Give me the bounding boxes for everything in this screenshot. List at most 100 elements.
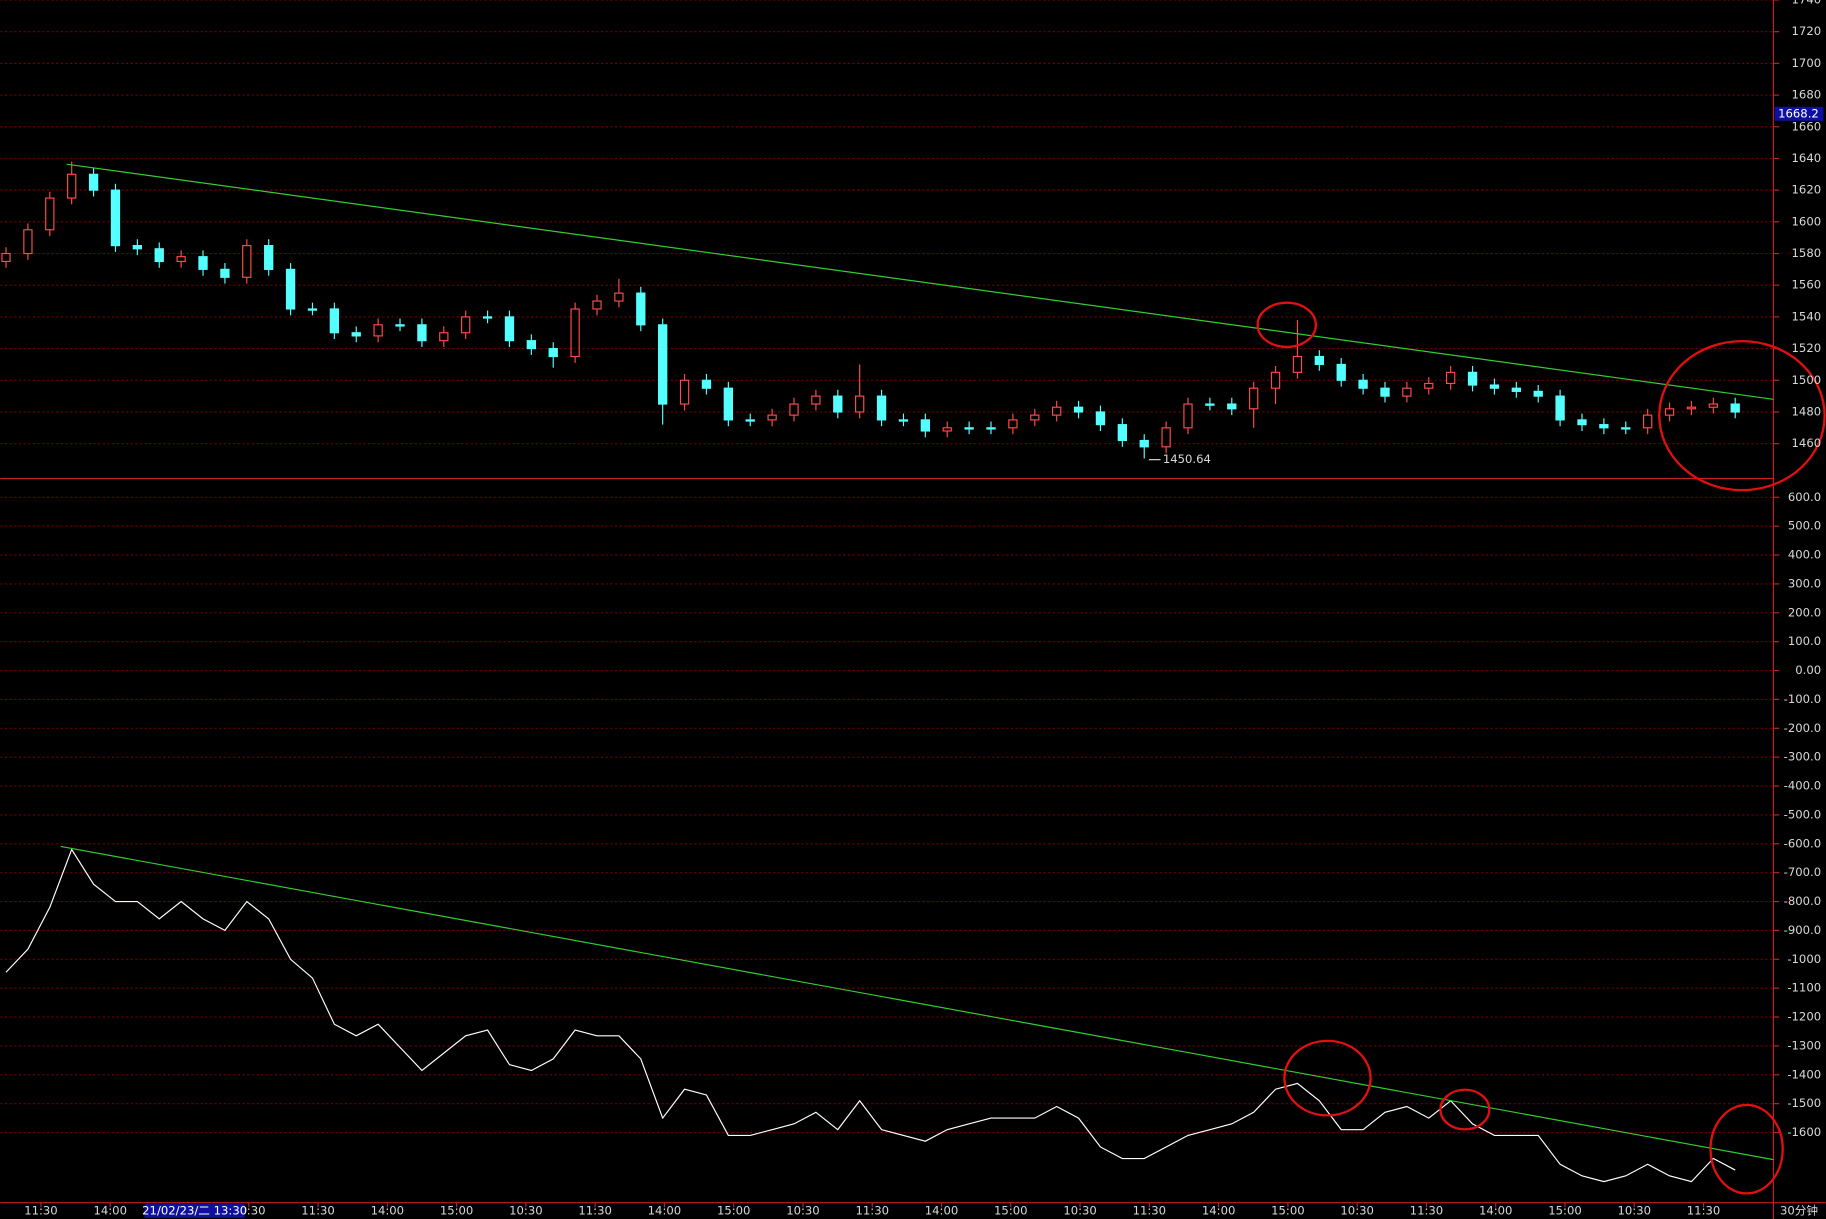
candle-body [898, 419, 909, 422]
candle-body [285, 268, 296, 310]
x-tick-label: 15:00 [1271, 1203, 1305, 1217]
candle-body [789, 403, 799, 416]
candle-body [548, 348, 558, 358]
x-tick-label: 14:00 [93, 1203, 127, 1217]
labels: 1460 1480 1500 1520 1540 1560 1580 1600 1620 1640… [24, 0, 1824, 1218]
y-tick-label: 1560 [1792, 278, 1822, 292]
candle-body [592, 300, 602, 310]
candle-body [767, 414, 777, 421]
y-tick-label: 1740 [1792, 0, 1822, 6]
x-tick-label: 10:30 [786, 1203, 820, 1217]
y-tick-label: 1680 [1792, 88, 1822, 102]
y-tick-label: 300.0 [1788, 576, 1821, 590]
candle-body [198, 256, 208, 270]
y-tick-label: -1200 [1787, 1010, 1821, 1024]
y-tick-label: -300.0 [1784, 750, 1821, 764]
candle-body [1380, 387, 1390, 397]
candle-body [1467, 371, 1478, 386]
y-tick-label: 1620 [1792, 183, 1822, 197]
y-tick-label: -500.0 [1784, 807, 1821, 821]
x-tick-label: 15:00 [1548, 1203, 1582, 1217]
candle-body [986, 427, 996, 430]
cursor-time: 21/02/23/二 13:30 [142, 1203, 247, 1217]
candle-body [1292, 355, 1303, 373]
candle-body [1336, 363, 1346, 381]
y-tick-label: 1480 [1792, 404, 1822, 418]
candle-body [482, 316, 493, 319]
highlight-circles [1256, 301, 1826, 1195]
x-tick-label: 10:30 [1063, 1203, 1097, 1217]
candle-body [1, 252, 11, 263]
candle-body [1599, 424, 1609, 429]
x-tick-label: 14:00 [925, 1203, 959, 1217]
marks [1, 161, 1740, 1183]
candle-body [636, 292, 646, 326]
candle-body [45, 197, 55, 231]
x-tick-label: 11:30 [301, 1203, 335, 1217]
candle-body [1249, 387, 1259, 410]
candle-body [220, 268, 230, 278]
x-tick-label: 14:00 [648, 1203, 682, 1217]
circle [1709, 1103, 1784, 1195]
candle-body [1664, 408, 1675, 416]
y-tick-label: 400.0 [1788, 548, 1821, 562]
candle-body [811, 395, 821, 405]
candle-body [1358, 379, 1368, 389]
candle-body [701, 379, 712, 389]
candle-body [1424, 382, 1434, 389]
candle-body [307, 308, 318, 311]
period-label: 30分钟 [1780, 1203, 1818, 1217]
x-tick-label: 11:30 [1687, 1203, 1721, 1217]
candle-body [1686, 406, 1697, 410]
candle-body [1073, 406, 1084, 413]
y-tick-label: 500.0 [1788, 519, 1821, 533]
candle-body [942, 427, 952, 432]
candle-body [264, 245, 274, 270]
candle-body [176, 256, 186, 263]
candle-body [23, 229, 33, 255]
candle-body [1139, 439, 1149, 448]
candle-body [1030, 414, 1040, 421]
y-tick-label: -1500 [1787, 1096, 1821, 1110]
x-tick-label: 15:00 [994, 1203, 1028, 1217]
x-tick-label: 15:00 [440, 1203, 474, 1217]
y-tick-label: 1580 [1792, 246, 1822, 260]
candle-body [1402, 387, 1412, 397]
candle-body [1314, 355, 1324, 366]
cursor-label-box [1774, 106, 1824, 121]
x-tick-label: 14:00 [1479, 1203, 1513, 1217]
candle-body [855, 395, 865, 413]
y-tick-label: -400.0 [1784, 779, 1821, 793]
y-tick-label: 1460 [1792, 436, 1822, 450]
candle-body [329, 308, 340, 334]
candle-body [1446, 371, 1456, 385]
candle-body [833, 395, 843, 413]
y-tick-label: -1100 [1787, 981, 1821, 995]
y-tick-label: -1600 [1787, 1125, 1821, 1139]
cursor-label: 1668.2 [1778, 106, 1819, 120]
trendline [60, 845, 1774, 1161]
candle-body [526, 340, 537, 350]
y-tick-label: 1600 [1792, 214, 1822, 228]
y-tick-label: 100.0 [1788, 634, 1821, 648]
candle-body [876, 395, 887, 421]
candle-body [1095, 411, 1106, 426]
y-tick-label: -1300 [1787, 1038, 1821, 1052]
trendline [66, 163, 1774, 400]
candle-body [67, 173, 77, 199]
x-tick-label: 11:30 [1410, 1203, 1444, 1217]
candle-body [1555, 395, 1565, 421]
x-tick-label: 10:30 [509, 1203, 543, 1217]
candle-body [373, 324, 383, 337]
candle-body [504, 316, 515, 342]
x-tick-label: 10:30 [1340, 1203, 1374, 1217]
candle-body [351, 332, 361, 337]
candle-body [154, 248, 164, 263]
y-tick-label: 1640 [1792, 151, 1822, 165]
candle-body [395, 324, 405, 327]
candle-body [1008, 419, 1018, 429]
y-tick-label: 1660 [1792, 119, 1822, 133]
x-tick-label: 14:00 [1202, 1203, 1236, 1217]
